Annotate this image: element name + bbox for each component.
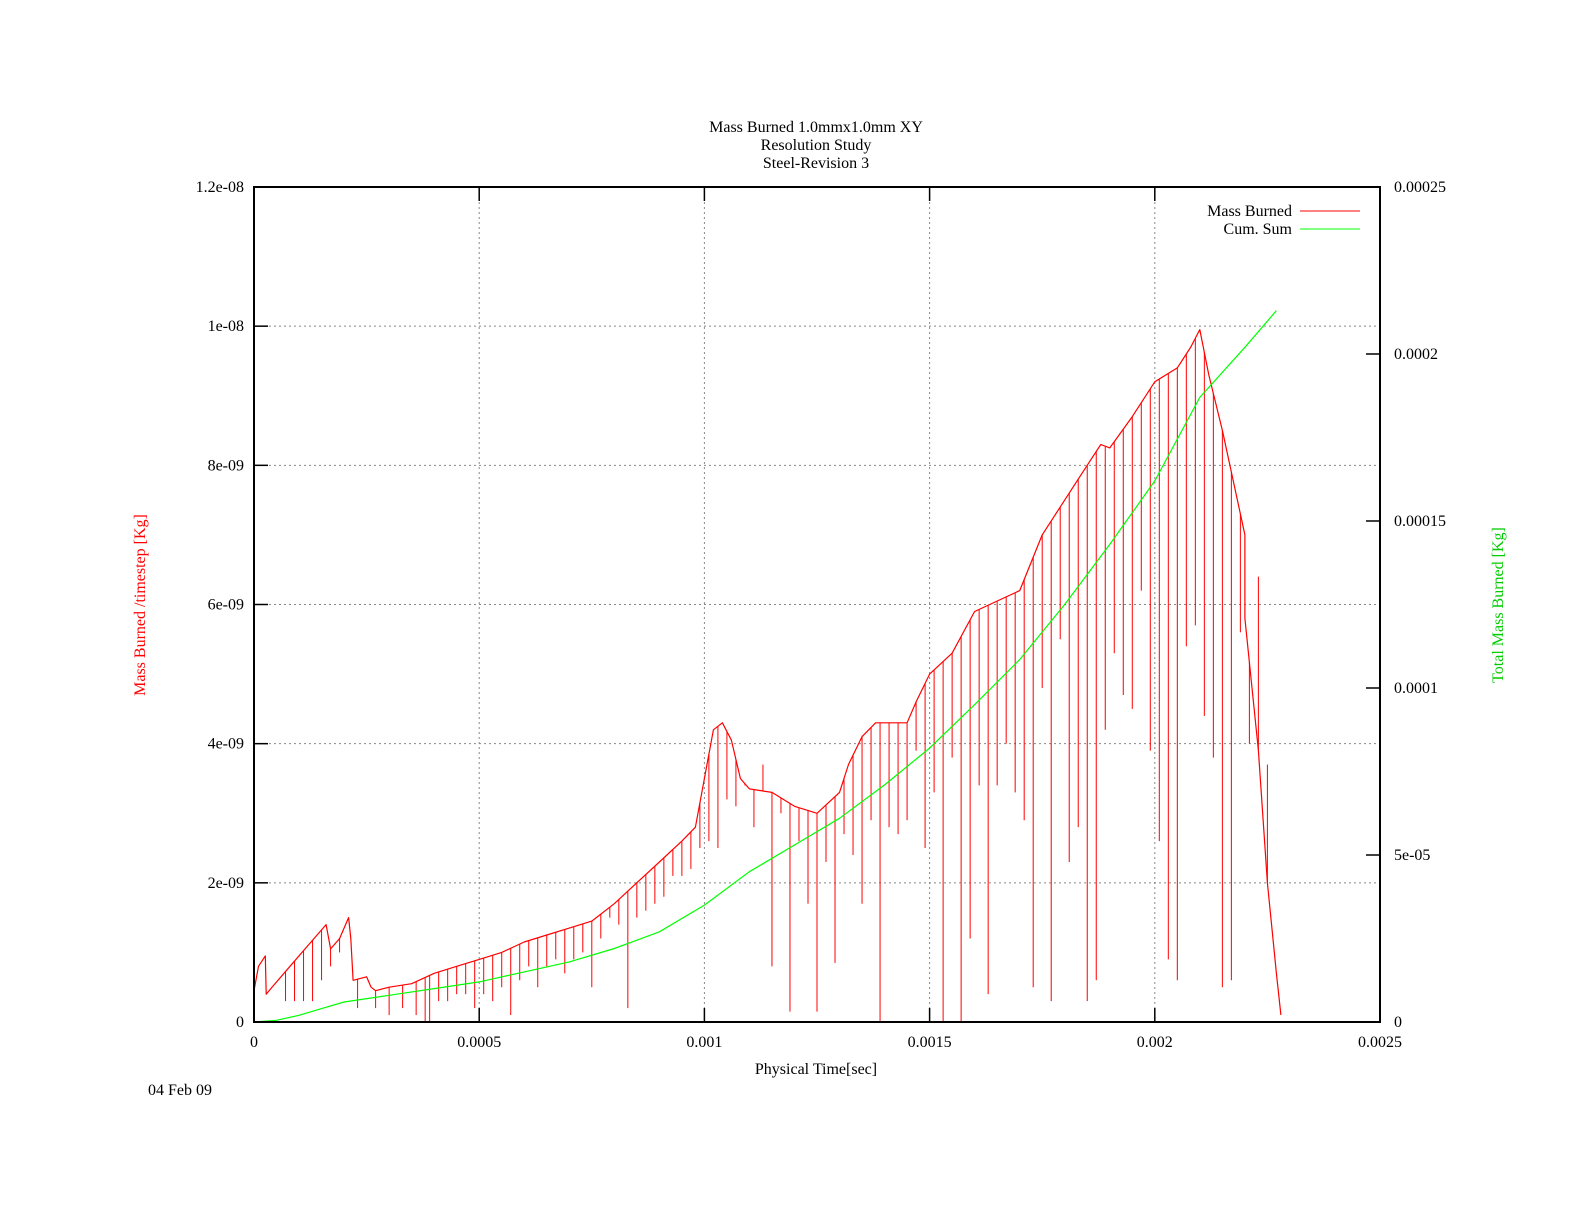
x-tick-label: 0.002 <box>1137 1034 1173 1051</box>
legend-label-cum-sum: Cum. Sum <box>1224 221 1293 238</box>
y-left-tick-label: 0 <box>236 1014 244 1031</box>
y-axis-label-left: Mass Burned /timestep [Kg] <box>132 514 149 696</box>
x-axis-label: Physical Time[sec] <box>755 1061 877 1078</box>
plot-frame <box>253 186 1381 1023</box>
chart-title: Mass Burned 1.0mmx1.0mm XY Resolution St… <box>709 119 923 172</box>
x-tick-label: 0.0015 <box>908 1034 952 1051</box>
chart-title-line-3: Steel-Revision 3 <box>763 155 869 172</box>
y-left-tick-label: 8e-09 <box>208 457 244 474</box>
y-left-tick-label: 1e-08 <box>208 318 244 335</box>
y-left-tick-label: 6e-09 <box>208 597 244 614</box>
y-right-tick-label: 0 <box>1394 1014 1402 1031</box>
tick-labels: 0 0.0005 0.001 0.0015 0.002 0.0025 0 2e-09 4e-09… <box>196 179 1446 1051</box>
series-line-cum-sum <box>253 310 1277 1023</box>
series-line-mass-burned <box>253 329 1282 1016</box>
legend-label-mass-burned: Mass Burned <box>1207 203 1292 220</box>
chart-title-line-1: Mass Burned 1.0mmx1.0mm XY <box>709 119 923 136</box>
y-right-tick-label: 0.0002 <box>1394 346 1438 363</box>
grid-lines <box>254 187 1380 1022</box>
x-tick-label: 0.0025 <box>1358 1034 1402 1051</box>
y-right-tick-label: 0.00015 <box>1394 513 1446 530</box>
legend: Mass Burned Cum. Sum <box>1207 203 1360 238</box>
y-right-tick-label: 5e-05 <box>1394 847 1430 864</box>
y-left-tick-label: 2e-09 <box>208 875 244 892</box>
x-tick-label: 0.0005 <box>457 1034 501 1051</box>
y-left-tick-label: 1.2e-08 <box>196 179 244 196</box>
y-axis-label-right: Total Mass Burned [Kg] <box>1490 527 1507 683</box>
footer-date: 04 Feb 09 <box>148 1082 212 1099</box>
y-left-tick-label: 4e-09 <box>208 736 244 753</box>
x-tick-label: 0.001 <box>686 1034 722 1051</box>
y-right-tick-label: 0.00025 <box>1394 179 1446 196</box>
y-right-tick-label: 0.0001 <box>1394 680 1438 697</box>
chart-title-line-2: Resolution Study <box>761 137 872 154</box>
series-layer <box>253 310 1282 1023</box>
x-tick-label: 0 <box>250 1034 258 1051</box>
